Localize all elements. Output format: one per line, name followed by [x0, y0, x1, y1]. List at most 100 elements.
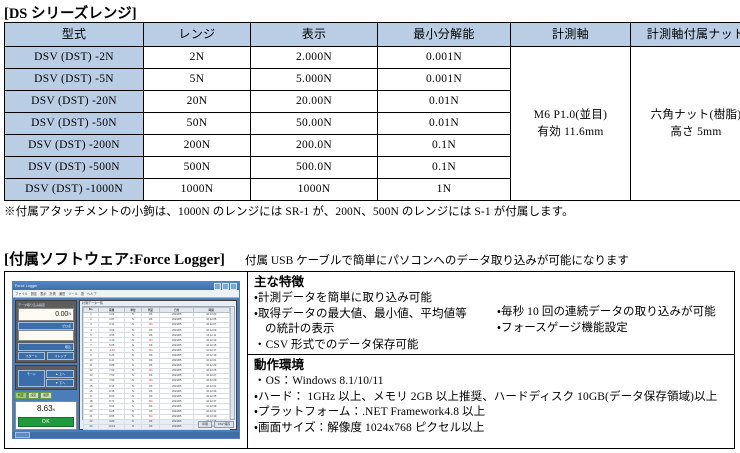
- grid-header-row: No. 荷重 単位 判定 日付 時刻: [82, 306, 230, 313]
- column-header-range: レンジ: [143, 22, 251, 47]
- secondary-readout: [18, 330, 74, 342]
- main-features-column-b: ・毎秒 10 回の連続データの取り込みが可能 ・フォースゲージ機能設定: [497, 305, 727, 336]
- cell-model: DSV (DST) -1000N: [4, 178, 144, 201]
- column-header-axis: 計測軸: [510, 22, 631, 47]
- minimize-icon[interactable]: [214, 282, 221, 290]
- cell-model: DSV (DST) -5N: [4, 68, 144, 91]
- table-row: DSV (DST) -50N 50N 50.00N 0.01N: [4, 112, 740, 135]
- cell-model: DSV (DST) -20N: [4, 90, 144, 113]
- capture-settings-label: データ取り込み設定: [18, 302, 46, 307]
- software-section-title: [付属ソフトウェア:Force Logger]: [4, 252, 225, 268]
- nav-down-button[interactable]: ▼ 下へ: [46, 378, 75, 387]
- zero-button-row: ゼロ点: [18, 322, 74, 331]
- judgement-ok-button[interactable]: OK: [18, 416, 74, 427]
- app-body: データ取り込み設定 0.00 N ゼロ点 取込: [13, 297, 239, 434]
- close-icon[interactable]: [230, 282, 237, 290]
- cell-resolution: 0.01N: [377, 90, 511, 113]
- feature-item: ・毎秒 10 回の連続データの取り込みが可能: [497, 306, 716, 318]
- grid-cell-no: 23: [82, 423, 100, 430]
- table-row: DSV (DST) -500N 500N 500.0N 0.1N: [4, 156, 740, 179]
- cell-resolution: 0.001N: [377, 68, 511, 91]
- menu-item-tools[interactable]: ツール: [68, 292, 78, 296]
- main-features-heading: 主な特徴: [254, 275, 305, 289]
- axis-nut-line1: 六角ナット(樹脂): [650, 108, 740, 121]
- main-features-column-a: ・計測データを簡単に取り込み可能 ・取得データの最大値、最小値、平均値等 の統計…: [254, 291, 494, 353]
- cell-display: 1000N: [250, 178, 378, 201]
- environment-item: ・画面サイズ：解像度 1024x768 ピクセル以上: [254, 421, 485, 434]
- menu-item-help[interactable]: ヘルプ: [87, 292, 97, 296]
- software-section-subtitle: 付属 USB ケーブルで簡単にパソコンへのデータ取り込みが可能になります: [245, 255, 629, 267]
- table-row: DSV (DST) -200N 200N 200.0N 0.1N: [4, 134, 740, 157]
- nav-up-button[interactable]: ▲ 上へ: [46, 369, 75, 378]
- cell-display: 2.000N: [250, 46, 378, 69]
- menu-item-measure[interactable]: 計測: [49, 292, 56, 296]
- feature-item: ・取得データの最大値、最小値、平均値等: [254, 307, 467, 320]
- feature-item: ・CSV 形式でのデータ保存可能: [254, 338, 419, 351]
- software-screenshot-pane: Force Logger ファイル 設定 表示 計測 通信 ツール 窓 ヘルプ: [5, 272, 248, 448]
- cell-model: DSV (DST) -2N: [4, 46, 144, 69]
- range-section-title: [DS シリーズレンジ]: [4, 6, 137, 22]
- menu-item-file[interactable]: ファイル: [15, 292, 28, 296]
- run-control-row: スタート ストップ: [18, 352, 74, 361]
- main-features-group: 主な特徴 ・計測データを簡単に取り込み可能 ・取得データの最大値、最小値、平均値…: [248, 272, 734, 355]
- print-button[interactable]: 印刷: [198, 420, 212, 428]
- main-readout-value: 0.00: [55, 310, 69, 318]
- mode-button[interactable]: モード: [18, 369, 45, 387]
- cell-resolution: 1N: [377, 178, 511, 201]
- app-title-text: Force Logger: [15, 284, 38, 289]
- column-header-display: 表示: [250, 22, 378, 47]
- main-readout-unit: N: [68, 312, 71, 317]
- cell-range: 200N: [143, 134, 251, 157]
- operating-environment-heading: 動作環境: [254, 358, 305, 372]
- cell-range: 500N: [143, 156, 251, 179]
- maximize-icon[interactable]: [222, 282, 229, 290]
- capture-button-row: 取込: [18, 342, 74, 351]
- stop-button[interactable]: ストップ: [46, 352, 74, 361]
- status-indicator: [15, 432, 30, 438]
- table-row: DSV (DST) -2N 2N 2.000N 0.001N M6 P1.0(並…: [4, 46, 740, 201]
- tab-judgement[interactable]: 判定: [15, 391, 27, 399]
- zero-point-button[interactable]: ゼロ点: [18, 322, 74, 331]
- cell-resolution: 0.001N: [377, 46, 511, 69]
- measuring-axis-line2: 有効 11.6mm: [537, 125, 604, 138]
- environment-item: ・OS：Windows 8.1/10/11: [254, 375, 384, 387]
- grid-row[interactable]: 8 -1.40 N NG 2024/05 10:12:17: [82, 347, 230, 354]
- judgement-tabs: 判定 設定 履歴: [15, 391, 77, 399]
- operating-environment-group: 動作環境 ・OS：Windows 8.1/10/11 ・ハード： 1GHz 以上…: [248, 355, 734, 448]
- cell-resolution: 0.01N: [377, 112, 511, 135]
- capture-settings-panel: データ取り込み設定 0.00 N ゼロ点 取込: [15, 299, 77, 364]
- cell-model: DSV (DST) -50N: [4, 112, 144, 135]
- software-info-block: Force Logger ファイル 設定 表示 計測 通信 ツール 窓 ヘルプ: [4, 271, 735, 449]
- capture-button[interactable]: 取込: [18, 342, 74, 351]
- axis-nut-line2: 高さ 5mm: [670, 125, 722, 138]
- judgement-unit: N: [52, 407, 56, 412]
- force-logger-app-window: Force Logger ファイル 設定 表示 計測 通信 ツール 窓 ヘルプ: [12, 281, 240, 439]
- app-left-panel: データ取り込み設定 0.00 N ゼロ点 取込: [15, 299, 77, 434]
- measurement-data-grid[interactable]: No. 荷重 単位 判定 日付 時刻 1 1.02 N OK 2024/05 10:12:…: [82, 306, 230, 430]
- grid-cell-load: 10.12: [98, 423, 126, 430]
- menu-item-view[interactable]: 表示: [40, 292, 47, 296]
- software-specs-pane: 主な特徴 ・計測データを簡単に取り込み可能 ・取得データの最大値、最小値、平均値…: [248, 272, 734, 448]
- menu-item-window[interactable]: 窓: [80, 292, 84, 296]
- column-header-resolution: 最小分解能: [377, 22, 511, 47]
- csv-save-button[interactable]: CSV 保存: [213, 420, 234, 428]
- start-button[interactable]: スタート: [18, 352, 46, 361]
- range-table-footnote: ※付属アタッチメントの小鉤は、1000N のレンジには SR-1 が、200N、…: [4, 206, 574, 218]
- menu-item-settings[interactable]: 設定: [30, 292, 38, 296]
- operating-environment-list: ・OS：Windows 8.1/10/11 ・ハード： 1GHz 以上、メモリ …: [254, 374, 730, 436]
- tab-settings[interactable]: 設定: [27, 391, 40, 399]
- cell-display: 500.0N: [250, 156, 378, 179]
- cell-resolution: 0.1N: [377, 156, 511, 179]
- table-row: DSV (DST) -1000N 1000N 1000N 1N: [4, 178, 740, 201]
- data-grid-scrollbar[interactable]: [229, 306, 234, 419]
- cell-display: 50.00N: [250, 112, 378, 135]
- tab-history[interactable]: 履歴: [40, 391, 52, 399]
- column-header-axis-nut: 計測軸付属ナット: [630, 22, 740, 47]
- cell-model: DSV (DST) -500N: [4, 156, 144, 179]
- grid-row[interactable]: 4 3.03 N OK 2024/05 10:12:09: [82, 326, 230, 334]
- cell-display: 20.00N: [250, 90, 378, 113]
- cell-measuring-axis: M6 P1.0(並目) 有効 11.6mm: [510, 46, 631, 201]
- cell-resolution: 0.1N: [377, 134, 511, 157]
- menu-item-comm[interactable]: 通信: [58, 292, 66, 296]
